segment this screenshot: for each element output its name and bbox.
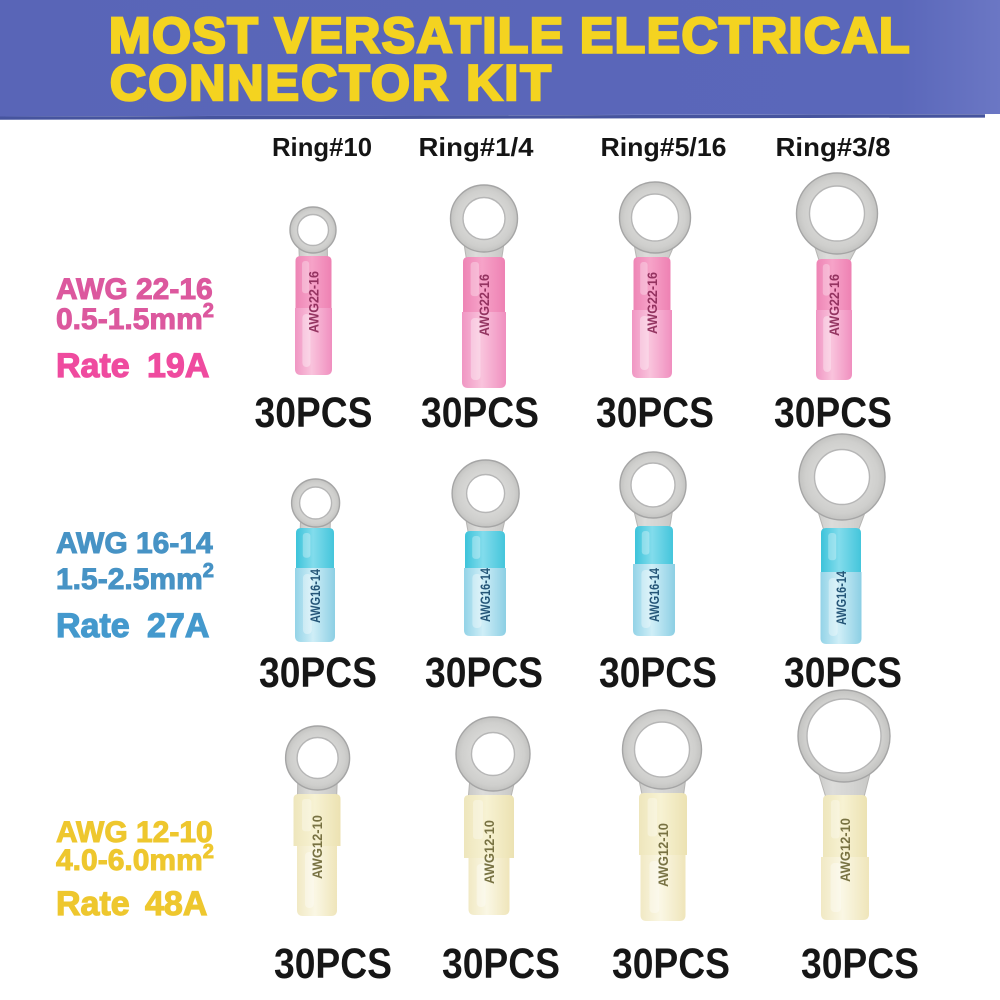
svg-text:Ring#1/4: Ring#1/4 (419, 132, 535, 162)
svg-text:30PCS: 30PCS (274, 940, 392, 988)
svg-text:AWG22-16: AWG22-16 (307, 271, 322, 333)
svg-text:30PCS: 30PCS (599, 649, 717, 697)
svg-text:Ring#3/8: Ring#3/8 (776, 132, 891, 162)
svg-text:30PCS: 30PCS (255, 389, 373, 437)
svg-text:30PCS: 30PCS (442, 940, 560, 988)
svg-text:AWG16-14: AWG16-14 (647, 568, 662, 622)
svg-text:AWG16-14: AWG16-14 (308, 569, 323, 623)
svg-text:AWG22-16: AWG22-16 (477, 274, 492, 336)
svg-text:AWG16-14: AWG16-14 (834, 571, 849, 625)
svg-text:4.0-6.0mm2: 4.0-6.0mm2 (56, 841, 214, 877)
svg-text:30PCS: 30PCS (596, 389, 714, 437)
svg-text:AWG22-16: AWG22-16 (645, 272, 660, 334)
svg-text:1.5-2.5mm2: 1.5-2.5mm2 (56, 560, 214, 596)
svg-text:30PCS: 30PCS (259, 649, 377, 697)
svg-text:Ring#10: Ring#10 (272, 132, 372, 162)
svg-text:AWG12-10: AWG12-10 (838, 818, 853, 882)
svg-text:30PCS: 30PCS (801, 940, 919, 988)
svg-text:AWG 16-14: AWG 16-14 (56, 527, 213, 560)
svg-text:AWG16-14: AWG16-14 (478, 568, 493, 622)
svg-text:30PCS: 30PCS (784, 649, 902, 697)
svg-text:AWG 12-10: AWG 12-10 (56, 816, 213, 849)
svg-text:MOST VERSATILE ELECTRICAL: MOST VERSATILE ELECTRICAL (109, 8, 911, 64)
svg-text:AWG12-10: AWG12-10 (310, 815, 325, 879)
svg-text:AWG12-10: AWG12-10 (656, 823, 671, 887)
svg-text:CONNECTOR KIT: CONNECTOR KIT (110, 55, 553, 111)
svg-text:AWG12-10: AWG12-10 (482, 820, 497, 884)
svg-text:30PCS: 30PCS (425, 649, 543, 697)
svg-text:30PCS: 30PCS (421, 389, 539, 437)
svg-text:AWG 22-16: AWG 22-16 (56, 273, 213, 306)
svg-text:30PCS: 30PCS (774, 389, 892, 437)
svg-text:Ring#5/16: Ring#5/16 (601, 132, 727, 162)
svg-text:AWG22-16: AWG22-16 (827, 274, 842, 336)
svg-text:0.5-1.5mm2: 0.5-1.5mm2 (56, 300, 214, 336)
svg-text:30PCS: 30PCS (612, 940, 730, 988)
